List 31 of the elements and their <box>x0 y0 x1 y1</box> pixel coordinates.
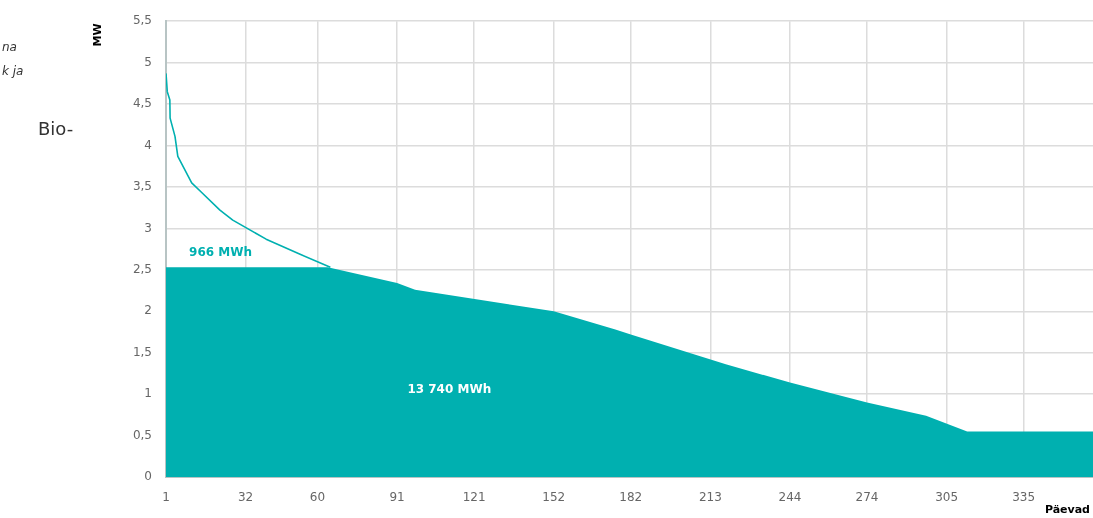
annotation: 966 MWh <box>189 245 253 260</box>
x-tick-label: 274 <box>855 490 879 505</box>
annotation: 13 740 MWh <box>407 382 492 397</box>
y-tick-label: 1 <box>144 386 152 401</box>
x-tick-label: 213 <box>698 490 722 505</box>
text: Bio- <box>38 117 74 139</box>
x-tick-label: 32 <box>237 490 254 505</box>
x-tick-label: 121 <box>462 490 486 505</box>
x-tick-label: 182 <box>619 490 643 505</box>
y-tick-label: 0,5 <box>132 427 152 442</box>
text: k ja <box>2 64 24 79</box>
y-tick-label: 0 <box>144 469 152 484</box>
x-tick-label: 244 <box>778 490 802 505</box>
y-tick-label: 2,5 <box>132 261 152 276</box>
y-tick-label: 1,5 <box>132 344 152 359</box>
y-tick-label: 4,5 <box>132 96 152 111</box>
text: na <box>2 40 17 55</box>
x-tick-label: 91 <box>389 490 405 505</box>
x-tick-label: 1 <box>162 490 170 505</box>
y-tick-label: 5,5 <box>132 13 152 28</box>
y-tick-label: 3,5 <box>132 179 152 194</box>
x-tick-label: 305 <box>935 490 959 505</box>
y-tick-label: 2 <box>144 303 152 318</box>
y-tick-label: 3 <box>144 220 152 235</box>
y-tick-label: 4 <box>144 137 152 152</box>
x-tick-label: 60 <box>309 490 326 505</box>
x-axis-title: Päevad <box>1044 502 1090 516</box>
y-tick-label: 5 <box>144 54 152 69</box>
x-tick-label: 335 <box>1012 490 1036 505</box>
x-tick-label: 152 <box>542 490 566 505</box>
y-axis-title: MW <box>90 23 104 47</box>
